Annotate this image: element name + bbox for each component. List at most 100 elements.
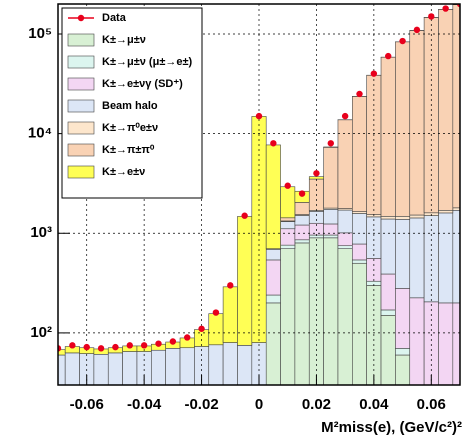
data-point [227, 282, 234, 289]
y-tick-label: 10⁴ [28, 125, 52, 142]
data-point [270, 140, 277, 147]
histogram-segment [380, 216, 396, 220]
histogram-segment [294, 242, 310, 385]
legend-label: Data [102, 12, 127, 24]
legend-label: K±→e±νγ (SD⁺) [102, 78, 183, 90]
histogram-segment [366, 216, 382, 259]
histogram-segment [294, 215, 310, 226]
histogram-segment [237, 216, 253, 346]
data-point [385, 52, 392, 60]
histogram-segment [222, 286, 238, 343]
legend-swatch [67, 99, 95, 113]
data-point [212, 309, 220, 316]
histogram-segment [280, 221, 296, 230]
histogram-segment [380, 315, 396, 385]
histogram-segment [308, 211, 324, 224]
histogram-segment [280, 248, 296, 385]
histogram-segment [323, 237, 339, 385]
data-point [399, 37, 406, 45]
histogram-segment [323, 208, 339, 225]
legend-label: K±→μ±ν (μ±→e±) [102, 56, 193, 68]
data-point [313, 170, 320, 177]
axes: -0.06 -0.04 -0.02 0 0.02 0.04 0.06 10² 10³ 10⁴ 10⁵ [28, 25, 446, 413]
histogram-segment [395, 219, 411, 289]
histogram-segment [308, 237, 324, 385]
data-point [241, 212, 248, 219]
histogram [58, 4, 460, 385]
y-tick-label: 10³ [30, 224, 52, 241]
data-point [442, 5, 449, 12]
histogram-segment [280, 217, 296, 222]
histogram-segment [409, 30, 425, 216]
legend-swatch [67, 77, 95, 91]
histogram-segment [452, 4, 460, 209]
histogram-segment [352, 213, 367, 245]
data-point [169, 338, 177, 345]
data-point [140, 342, 148, 349]
histogram-segment [294, 202, 310, 215]
histogram-segment [352, 96, 367, 212]
histogram-segment [323, 223, 339, 236]
data-point [370, 70, 378, 77]
histogram-segment [265, 249, 281, 261]
legend-swatch [67, 165, 95, 179]
data-point [413, 26, 421, 34]
data-point [255, 112, 263, 120]
histogram-segment [380, 309, 396, 316]
histogram-segment [409, 217, 425, 299]
legend-swatch [67, 55, 95, 69]
histogram-segment [438, 210, 454, 214]
histogram-segment [352, 243, 367, 261]
data-point [356, 90, 363, 98]
data-point [341, 112, 349, 120]
histogram-segment [323, 147, 339, 209]
x-tick-label: 0 [255, 396, 263, 413]
x-tick-label: -0.04 [127, 396, 162, 413]
histogram-segment [208, 313, 224, 346]
histogram-segment [337, 209, 353, 234]
histogram-segment [452, 302, 460, 385]
histogram-segment [337, 232, 353, 247]
data-point [184, 334, 191, 341]
x-tick-label: -0.02 [184, 396, 218, 413]
x-tick-label: -0.06 [70, 396, 104, 413]
legend-label: K±→π⁰e±ν [102, 122, 158, 134]
legend-label: Beam halo [102, 100, 158, 112]
histogram-segment [395, 288, 411, 349]
legend-label: K±→e±ν [102, 166, 145, 178]
legend-marker [77, 14, 85, 22]
data-point [456, 4, 460, 8]
histogram-segment [423, 215, 439, 303]
legend-swatch [67, 33, 95, 47]
data-point [155, 340, 162, 347]
histogram-segment [294, 239, 310, 244]
data-point [284, 182, 291, 189]
histogram-segment [337, 248, 353, 385]
legend-label: K±→μ±ν [102, 34, 146, 46]
data-point [428, 13, 435, 20]
data-point [198, 325, 205, 332]
legend-swatch [67, 143, 95, 157]
y-tick-label: 10² [30, 324, 52, 341]
histogram-segment [265, 302, 281, 385]
histogram-segment [265, 294, 281, 304]
data-point [298, 190, 306, 197]
y-tick-label: 10⁵ [28, 25, 52, 42]
histogram-segment [380, 56, 396, 217]
histogram-segment [280, 244, 296, 249]
histogram-segment [438, 9, 454, 211]
histogram-segment [194, 329, 210, 347]
legend-swatch [67, 121, 95, 135]
histogram-segment [323, 234, 339, 239]
histogram-segment [438, 302, 454, 385]
histogram-segment [409, 214, 425, 219]
histogram-segment [337, 119, 353, 209]
data-point [97, 345, 105, 352]
histogram-segment [395, 216, 411, 220]
data-point [112, 343, 119, 351]
histogram-segment [395, 348, 411, 356]
histogram-segment [438, 212, 454, 304]
x-tick-label: 0.06 [417, 396, 446, 413]
